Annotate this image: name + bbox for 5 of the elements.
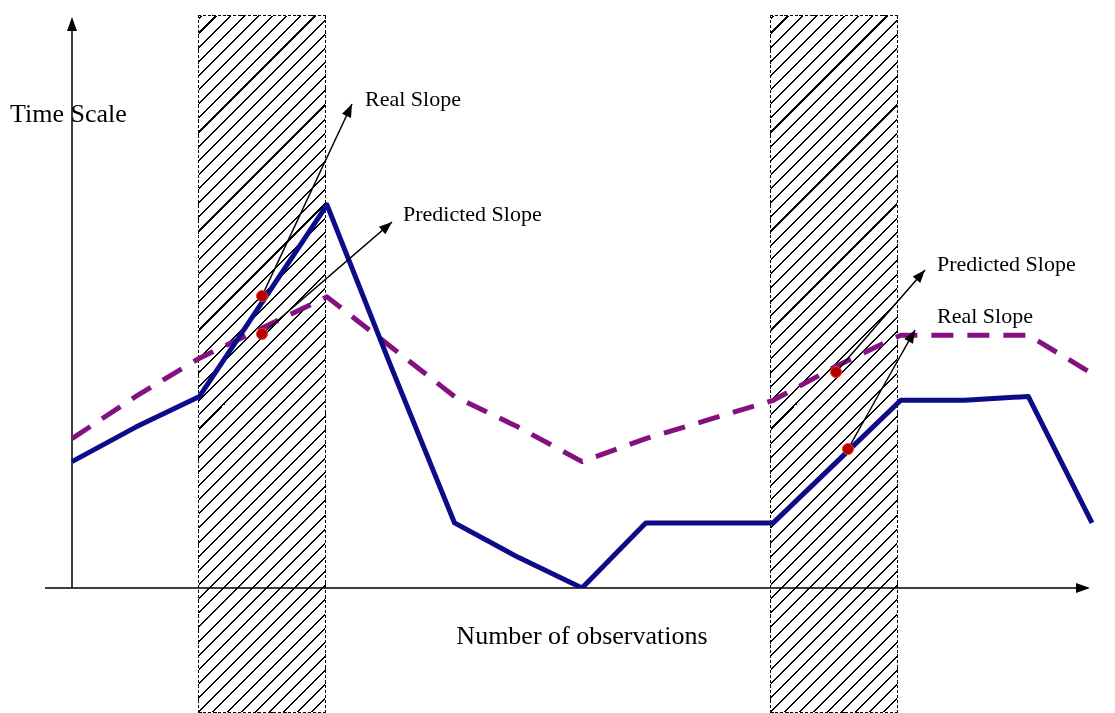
annotation: Predicted Slope — [937, 250, 1076, 276]
text: Real Slope — [365, 85, 461, 111]
annotation: Predicted Slope — [403, 200, 542, 226]
x-axis-title: Number of observations — [456, 621, 708, 650]
annotation: Real Slope — [937, 302, 1033, 328]
